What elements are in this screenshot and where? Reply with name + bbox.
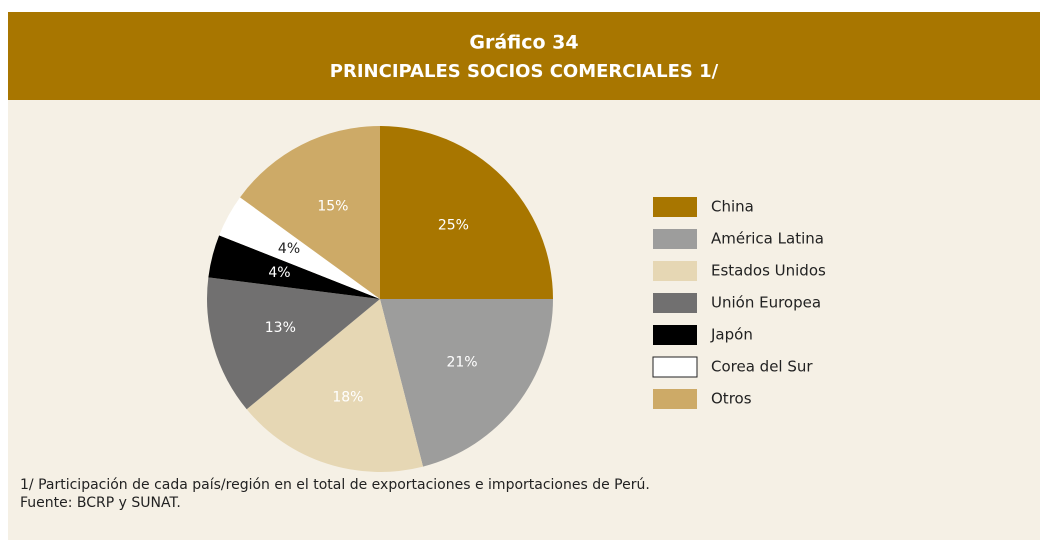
legend-label: China	[711, 198, 754, 216]
legend-label: Estados Unidos	[711, 262, 826, 280]
pie-slice	[380, 299, 553, 467]
pie-slice	[246, 299, 424, 472]
source: Fuente: BCRP y SUNAT.	[20, 495, 181, 511]
slice-label: 15%	[317, 199, 348, 215]
slice-label: 18%	[332, 390, 363, 406]
pie-slice	[240, 126, 380, 299]
legend-label: América Latina	[711, 230, 824, 248]
legend-swatch	[653, 197, 697, 217]
slice-label: 25%	[438, 218, 469, 234]
pie-slice	[219, 197, 380, 299]
legend-label: Corea del Sur	[711, 358, 813, 376]
slice-label: 4%	[268, 265, 290, 281]
legend-swatch	[653, 389, 697, 409]
legend-swatch	[653, 293, 697, 313]
pie-slice	[208, 235, 380, 299]
slice-label: 4%	[278, 241, 300, 257]
slice-label: 21%	[446, 355, 477, 371]
slice-label: 13%	[265, 320, 296, 336]
legend-label: Japón	[710, 326, 753, 344]
pie-slice	[206, 277, 380, 410]
legend-swatch	[653, 325, 697, 345]
legend-label: Otros	[711, 390, 752, 408]
legend-swatch	[653, 229, 697, 249]
pie-slice	[380, 126, 553, 299]
chart-title: Gráfico 34	[469, 32, 578, 54]
legend-swatch	[653, 261, 697, 281]
legend-label: Unión Europea	[711, 294, 821, 312]
footnote: 1/ Participación de cada país/región en …	[20, 477, 650, 493]
chart-subtitle: PRINCIPALES SOCIOS COMERCIALES 1/	[330, 61, 719, 82]
header-band	[8, 12, 1040, 100]
legend-swatch	[652, 356, 698, 378]
